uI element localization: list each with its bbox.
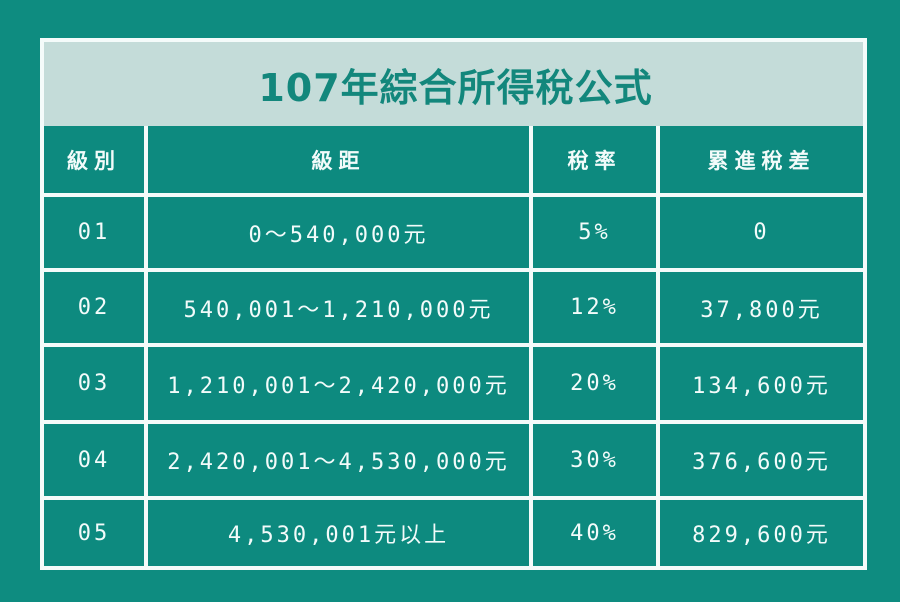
cell-rate: 20%: [533, 347, 656, 420]
cell-range: 0～540,000元: [148, 197, 529, 268]
cell-level: 04: [44, 424, 144, 496]
cell-range: 540,001～1,210,000元: [148, 272, 529, 343]
cell-progressive-diff: 134,600元: [660, 347, 863, 420]
cell-level: 05: [44, 500, 144, 566]
cell-range: 2,420,001～4,530,000元: [148, 424, 529, 496]
table-title: 107年綜合所得稅公式: [258, 65, 653, 110]
cell-level: 02: [44, 272, 144, 343]
header-rate: 稅率: [533, 126, 656, 193]
cell-range: 1,210,001～2,420,000元: [148, 347, 529, 420]
cell-progressive-diff: 829,600元: [660, 500, 863, 566]
cell-rate: 5%: [533, 197, 656, 268]
cell-progressive-diff: 376,600元: [660, 424, 863, 496]
cell-rate: 30%: [533, 424, 656, 496]
tax-table: 107年綜合所得稅公式 級別 級距 稅率 累進稅差 01 0～540,000元 …: [40, 38, 867, 570]
cell-rate: 40%: [533, 500, 656, 566]
header-level: 級別: [44, 126, 144, 193]
cell-progressive-diff: 0: [660, 197, 863, 268]
header-progressive-diff: 累進稅差: [660, 126, 863, 193]
title-band: 107年綜合所得稅公式: [44, 42, 863, 126]
cell-range: 4,530,001元以上: [148, 500, 529, 566]
cell-progressive-diff: 37,800元: [660, 272, 863, 343]
header-range: 級距: [148, 126, 529, 193]
cell-rate: 12%: [533, 272, 656, 343]
cell-level: 01: [44, 197, 144, 268]
cell-level: 03: [44, 347, 144, 420]
